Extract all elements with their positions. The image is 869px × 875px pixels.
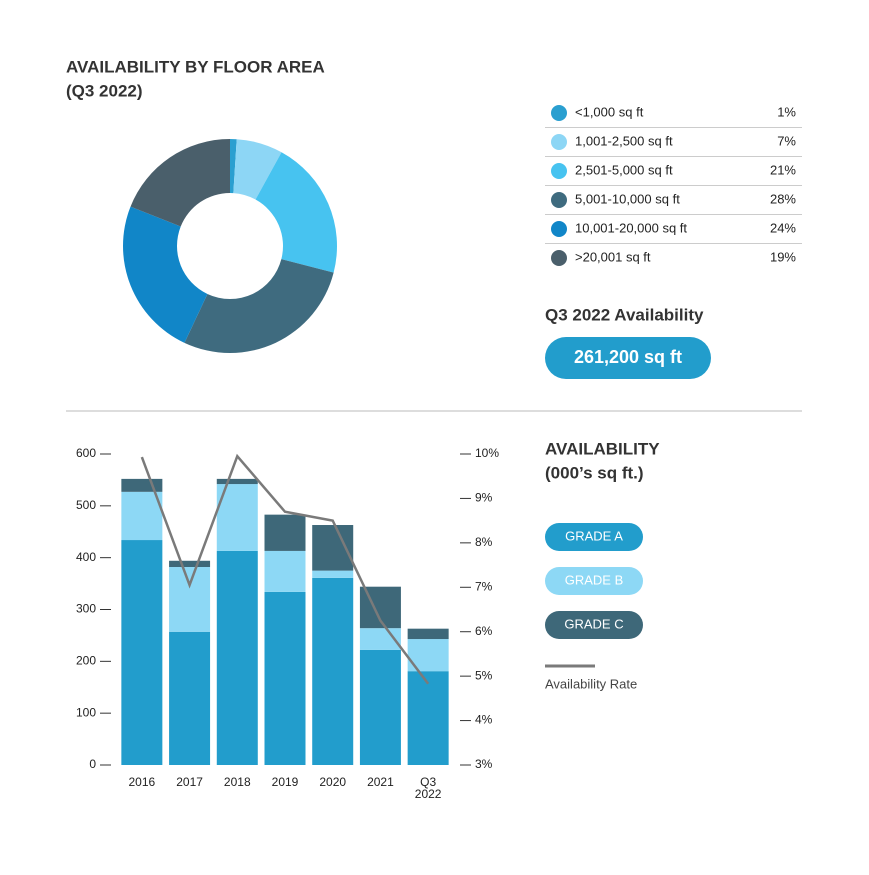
- y-tick-label: 300: [76, 602, 96, 616]
- legend-value: 7%: [777, 133, 796, 148]
- bar-segment: [264, 591, 306, 765]
- legend-value: 21%: [770, 162, 796, 177]
- legend-label: GRADE B: [565, 572, 624, 587]
- donut-slice: [255, 152, 337, 273]
- donut-slice: [233, 139, 282, 200]
- callout-pill: [545, 337, 711, 379]
- y-tick-label: 200: [76, 654, 96, 668]
- y-tick-label: 100: [76, 705, 96, 719]
- y2-tick-label: 6%: [475, 624, 493, 638]
- rate-line: [140, 453, 430, 685]
- legend-value: 19%: [770, 249, 796, 264]
- legend-marker: [551, 134, 567, 150]
- legend-pill: [545, 567, 643, 595]
- legend-label: <1,000 sq ft: [575, 104, 644, 119]
- donut-slice: [123, 206, 208, 343]
- legend-marker: [551, 163, 567, 179]
- pie-subtitle: (Q3 2022): [66, 81, 143, 100]
- x-tick-label: 2019: [272, 775, 299, 789]
- y2-tick-label: 5%: [475, 668, 493, 682]
- y2-tick-label: 10%: [475, 446, 499, 460]
- y2-tick-label: 9%: [475, 491, 493, 505]
- callout-value: 261,200 sq ft: [574, 347, 682, 367]
- y-tick-label: 500: [76, 498, 96, 512]
- y-tick-label: 0: [89, 757, 96, 771]
- legend-label: 10,001-20,000 sq ft: [575, 220, 687, 235]
- legend-label: 1,001-2,500 sq ft: [575, 133, 673, 148]
- y-tick-label: 400: [76, 550, 96, 564]
- legend-label: GRADE A: [565, 528, 623, 543]
- callout-label: Q3 2022 Availability: [545, 305, 704, 324]
- y2-tick-label: 3%: [475, 757, 493, 771]
- bar-segment: [121, 478, 163, 492]
- y2-tick-label: 7%: [475, 579, 493, 593]
- y-tick-label: 600: [76, 446, 96, 460]
- legend-marker: [551, 105, 567, 121]
- legend-marker: [551, 250, 567, 266]
- x-tick-label: 2016: [129, 775, 156, 789]
- y2-tick-label: 4%: [475, 713, 493, 727]
- bar-segment: [264, 514, 306, 551]
- legend-label: 5,001-10,000 sq ft: [575, 191, 680, 206]
- bar-segment: [169, 566, 211, 632]
- bar-segment: [407, 671, 449, 765]
- bar-segment: [121, 491, 163, 541]
- donut-slice: [130, 139, 230, 227]
- pie-title: AVAILABILITY BY FLOOR AREA: [66, 57, 325, 76]
- bar-segment: [312, 570, 354, 578]
- bar-segment: [264, 550, 306, 592]
- y2-tick-label: 8%: [475, 535, 493, 549]
- x-tick-label: 2021: [367, 775, 394, 789]
- bar-segment: [312, 577, 354, 765]
- legend-pill: [545, 523, 643, 551]
- donut-slice: [184, 259, 334, 353]
- legend-label: Availability Rate: [545, 676, 637, 691]
- bar-segment: [359, 649, 401, 765]
- bar-segment: [169, 560, 211, 567]
- legend-label: >20,001 sq ft: [575, 249, 651, 264]
- legend-marker: [551, 192, 567, 208]
- bar-segment: [121, 540, 163, 765]
- bar-subtitle: (000’s sq ft.): [545, 463, 644, 482]
- legend-label: 2,501-5,000 sq ft: [575, 162, 673, 177]
- bar-segment: [216, 550, 258, 765]
- legend-label: GRADE C: [564, 616, 623, 631]
- x-tick-label: 2017: [176, 775, 203, 789]
- legend-value: 1%: [777, 104, 796, 119]
- bar-segment: [169, 631, 211, 765]
- bar-segment: [407, 628, 449, 640]
- bar-title: AVAILABILITY: [545, 439, 660, 458]
- x-tick-label: 2020: [319, 775, 346, 789]
- donut-slice: [230, 139, 237, 194]
- x-tick-label: Q3 2022: [415, 775, 442, 801]
- legend-value: 24%: [770, 220, 796, 235]
- legend-pill: [545, 611, 643, 639]
- bar-segment: [216, 478, 258, 485]
- legend-value: 28%: [770, 191, 796, 206]
- legend-marker: [551, 221, 567, 237]
- x-tick-label: 2018: [224, 775, 251, 789]
